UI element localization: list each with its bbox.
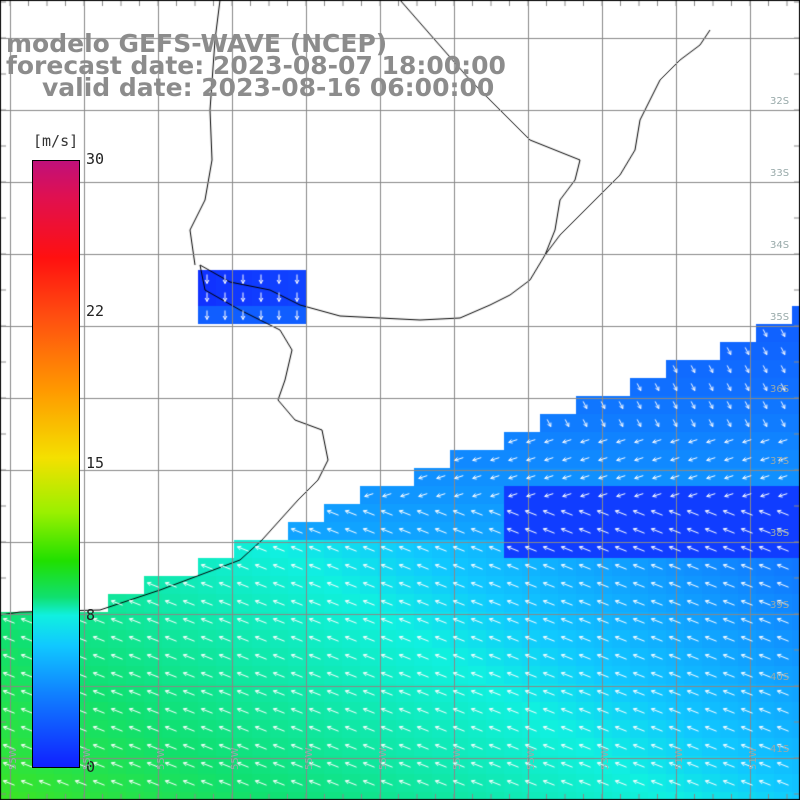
forecast-date-title: forecast date: 2023-08-07 18:00:00 [6,51,506,80]
colorbar-tick-30: 30 [86,150,105,168]
colorbar-tick-15: 15 [86,454,105,472]
colorbar-unit: [m/s] [33,132,79,150]
lon-label: 53W [600,747,611,770]
lat-label: 33S [770,168,790,179]
lon-label: 55W [8,747,19,770]
lon-label: 55W [526,747,537,770]
colorbar-tick-8: 8 [86,606,96,624]
model-title: modelo GEFS-WAVE (NCEP) [6,29,388,58]
colorbar-tick-0: 0 [86,758,96,776]
lat-label: 34S [770,240,790,251]
colorbar-tick-22: 22 [86,302,105,320]
lon-label: 55W [304,747,315,770]
lat-label: 32S [770,96,790,107]
lat-label: 41S [770,744,790,755]
lat-label: 35S [770,312,790,323]
lon-label: 55W [82,747,93,770]
colorbar [32,160,80,768]
lat-label: 40S [770,672,790,683]
lon-label: 55W [230,747,241,770]
lat-label: 39S [770,600,790,611]
lat-label: 37S [770,456,790,467]
valid-date-title: valid date: 2023-08-16 06:00:00 [42,73,495,102]
lat-label: 36S [770,384,790,395]
lon-label: 51W [674,747,685,770]
lon-label: 55W [156,747,167,770]
lon-label: 51W [748,747,759,770]
lon-label: 55W [378,747,389,770]
lon-label: 55W [452,747,463,770]
lat-label: 38S [770,528,790,539]
